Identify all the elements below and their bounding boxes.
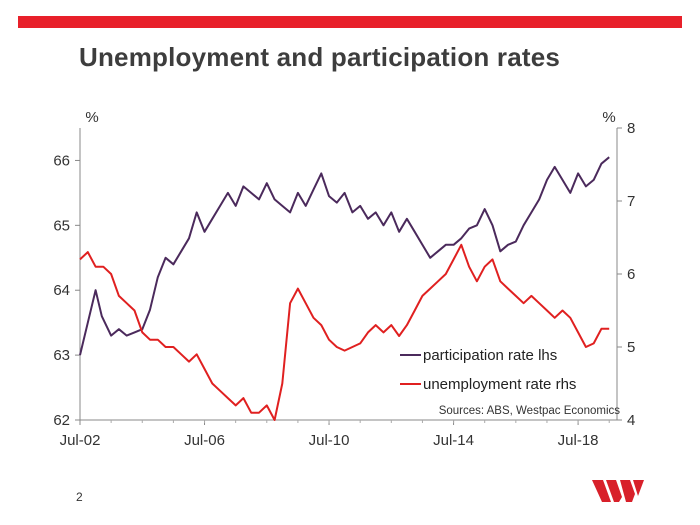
series-layer bbox=[79, 156, 610, 421]
left-tick-label: 66 bbox=[53, 152, 70, 169]
logo-mid-right-stroke bbox=[620, 480, 635, 502]
unemployment-rate-line bbox=[79, 243, 610, 421]
logo-mid-left-stroke bbox=[606, 480, 622, 502]
left-axis-unit: % bbox=[85, 109, 98, 126]
legend-unemployment-label: unemployment rate rhs bbox=[423, 376, 576, 393]
x-axis: Jul-02 Jul-06 Jul-10 Jul-14 Jul-18 bbox=[60, 420, 610, 449]
x-tick-label: Jul-02 bbox=[60, 432, 101, 449]
right-tick-label: 6 bbox=[627, 266, 635, 283]
left-tick-label: 62 bbox=[53, 412, 70, 429]
accent-bar bbox=[18, 16, 682, 28]
right-axis-unit: % bbox=[602, 109, 615, 126]
x-tick-label: Jul-10 bbox=[309, 432, 350, 449]
right-tick-label: 8 bbox=[627, 120, 635, 137]
right-tick-label: 4 bbox=[627, 412, 635, 429]
page-title: Unemployment and participation rates bbox=[79, 42, 561, 72]
left-tick-label: 65 bbox=[53, 217, 70, 234]
westpac-logo-icon bbox=[592, 480, 644, 502]
page-number: 2 bbox=[76, 490, 83, 504]
right-axis: 4 5 6 7 8% bbox=[602, 109, 635, 429]
logo-left-stroke bbox=[592, 480, 611, 502]
left-tick-label: 64 bbox=[53, 282, 70, 299]
right-tick-label: 5 bbox=[627, 339, 635, 356]
participation-rate-line bbox=[79, 156, 610, 356]
logo-right-stroke bbox=[633, 480, 644, 496]
left-axis: 62 63 64 65 66% bbox=[53, 109, 98, 429]
source-note: Sources: ABS, Westpac Economics bbox=[439, 405, 621, 417]
right-tick-label: 7 bbox=[627, 193, 635, 210]
x-tick-label: Jul-18 bbox=[558, 432, 599, 449]
x-tick-label: Jul-14 bbox=[433, 432, 474, 449]
x-tick-label: Jul-06 bbox=[184, 432, 225, 449]
legend-participation-label: participation rate lhs bbox=[423, 347, 557, 364]
legend: participation rate lhs unemployment rate … bbox=[400, 347, 576, 393]
left-tick-label: 63 bbox=[53, 347, 70, 364]
